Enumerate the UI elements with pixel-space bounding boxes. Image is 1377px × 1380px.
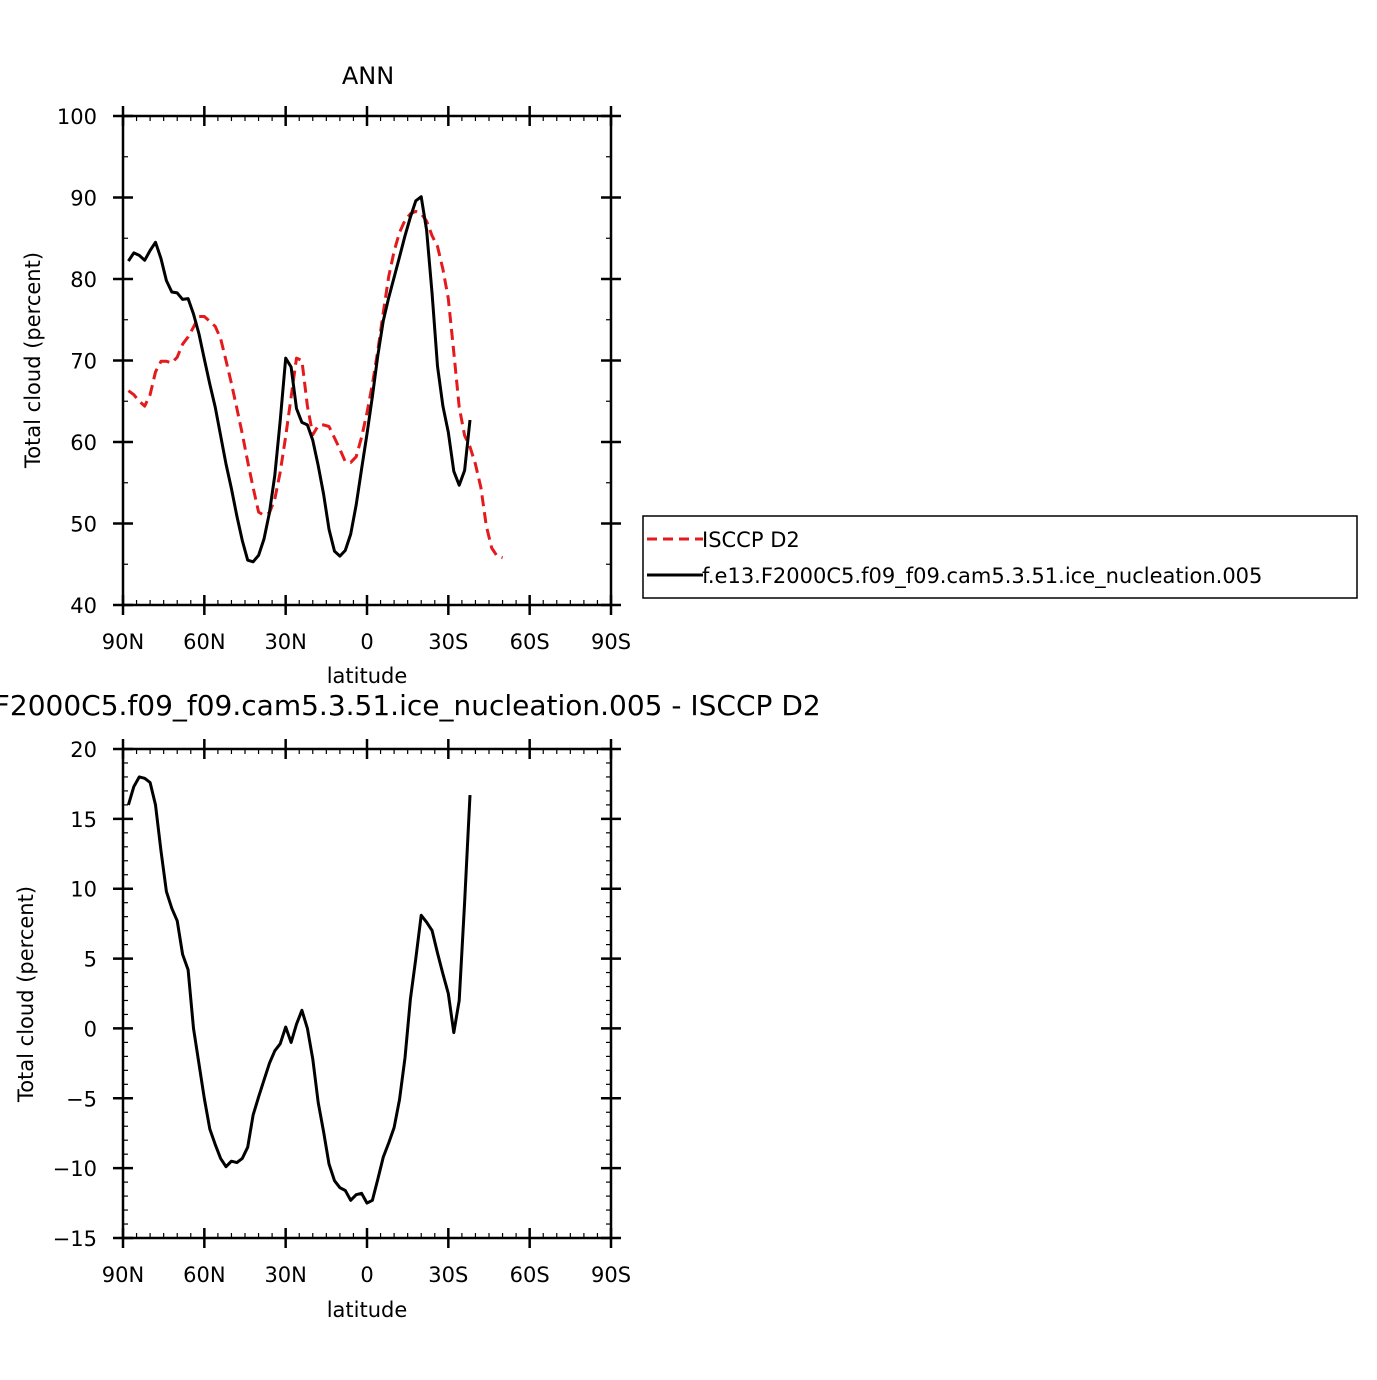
x-tick-label: 0 <box>360 630 373 654</box>
x-tick-label: 90S <box>591 1263 631 1287</box>
y-tick-label: 20 <box>70 738 97 762</box>
x-tick-label: 90N <box>102 630 144 654</box>
x-tick-label: 0 <box>360 1263 373 1287</box>
x-tick-label: 30N <box>264 1263 306 1287</box>
chart-top-legend: ISCCP D2 f.e13.F2000C5.f09_f09.cam5.3.51… <box>642 515 1358 599</box>
chart-bottom-frame <box>121 747 613 1240</box>
y-tick-label: 70 <box>70 350 97 374</box>
legend-label-isccp: ISCCP D2 <box>702 528 800 552</box>
y-tick-label: 80 <box>70 268 97 292</box>
chart-bottom: f.e13.F2000C5.f09_f09.cam5.3.51.ice_nucl… <box>0 689 821 1322</box>
series-line-top-0 <box>127 209 504 560</box>
x-tick-label: 90S <box>591 630 631 654</box>
y-tick-label: 5 <box>84 948 97 972</box>
chart-bottom-xlabel: latitude <box>327 1298 408 1322</box>
chart-top-title: ANN <box>342 62 394 90</box>
chart-top: ANN 90N 60N 30N 0 30S 60S 90S 40 50 60 70 80 90 100 l… <box>21 62 1358 688</box>
chart-top-ylabel: Total cloud (percent) <box>21 252 45 469</box>
y-tick-label: 100 <box>57 105 97 129</box>
chart-top-xlabel: latitude <box>327 664 408 688</box>
x-tick-label: 90N <box>102 1263 144 1287</box>
x-tick-label: 60N <box>183 1263 225 1287</box>
x-tick-label: 30N <box>264 630 306 654</box>
x-tick-label: 30S <box>428 1263 468 1287</box>
chart-top-plot: 90N 60N 30N 0 30S 60S 90S 40 50 60 70 80 90 100 <box>57 105 631 654</box>
legend-label-model: f.e13.F2000C5.f09_f09.cam5.3.51.ice_nucl… <box>702 564 1262 589</box>
series-line-bottom-0 <box>126 775 472 1205</box>
chart-bottom-ylabel: Total cloud (percent) <box>14 886 38 1103</box>
y-tick-label: 40 <box>70 594 97 618</box>
legend-box <box>642 515 1358 599</box>
chart-bottom-title: f.e13.F2000C5.f09_f09.cam5.3.51.ice_nucl… <box>0 689 821 722</box>
x-tick-label: 60S <box>510 630 550 654</box>
x-tick-label: 60N <box>183 630 225 654</box>
y-tick-label: −10 <box>53 1157 97 1181</box>
y-tick-label: −5 <box>66 1087 97 1111</box>
chart-top-frame <box>121 114 613 607</box>
y-tick-label: −15 <box>53 1227 97 1251</box>
series-line-top-1 <box>127 195 472 564</box>
x-tick-label: 30S <box>428 630 468 654</box>
y-tick-label: 0 <box>84 1017 97 1041</box>
x-tick-label: 60S <box>510 1263 550 1287</box>
y-tick-label: 90 <box>70 187 97 211</box>
y-tick-label: 15 <box>70 808 97 832</box>
chart-bottom-plot: 90N 60N 30N 0 30S 60S 90S −15 −10 −5 0 5 10 15 20 <box>53 738 631 1287</box>
y-tick-label: 50 <box>70 513 97 537</box>
y-tick-label: 10 <box>70 878 97 902</box>
y-tick-label: 60 <box>70 431 97 455</box>
